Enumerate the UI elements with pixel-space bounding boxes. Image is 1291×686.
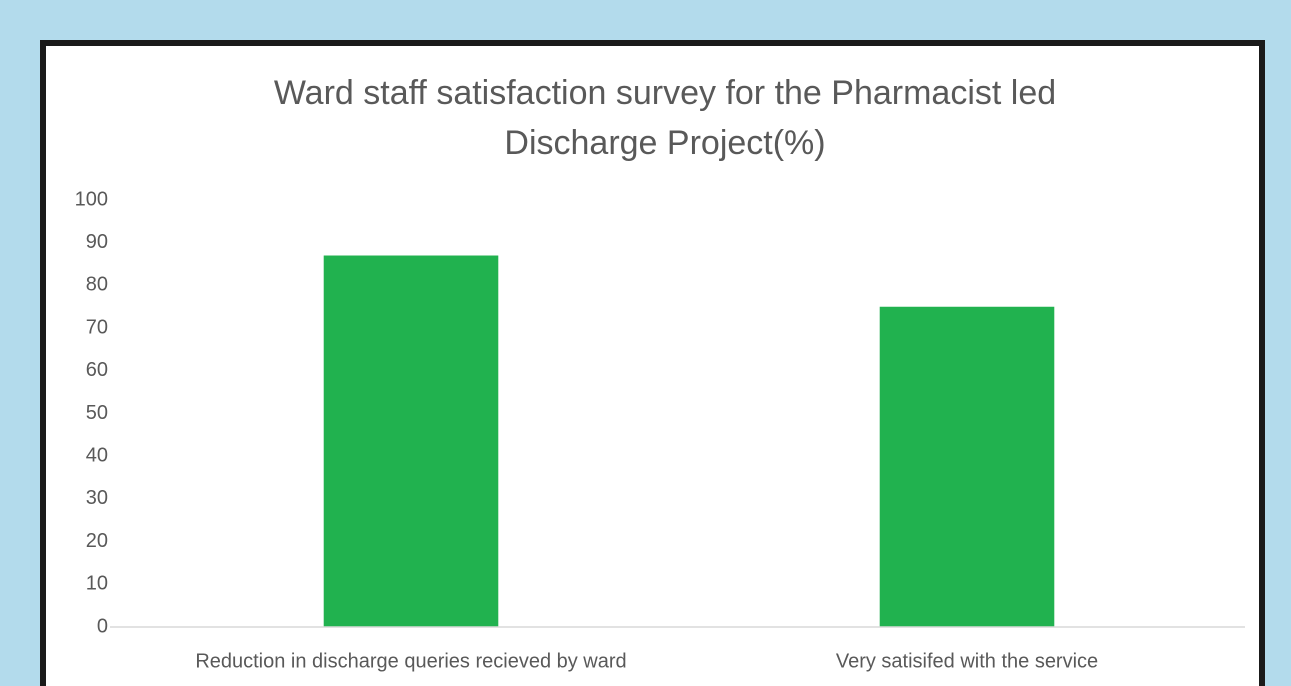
- chart: 0 10 20 30 40 50 60 70 80 90 100 Reduction in disch…: [75, 188, 1245, 672]
- y-tick-label: 70: [86, 316, 108, 338]
- page: {"chart_data": {"type": "bar", "title": …: [40, 40, 1265, 686]
- y-tick-label: 40: [86, 444, 108, 466]
- y-tick-label: 90: [86, 231, 108, 253]
- y-tick-label: 80: [86, 274, 108, 296]
- y-tick-label: 10: [86, 573, 108, 595]
- y-tick-label: 30: [86, 487, 108, 509]
- chart-frame: [40, 40, 1265, 686]
- y-tick-label: 100: [75, 188, 108, 210]
- x-tick-label: Very satisifed with the service: [836, 650, 1098, 672]
- bar: [879, 306, 1055, 627]
- y-tick-label: 50: [86, 402, 108, 424]
- x-tick-label: Reduction in discharge queries recieved …: [195, 650, 626, 672]
- y-tick-label: 0: [97, 615, 108, 637]
- bar: [323, 255, 499, 627]
- y-tick-label: 60: [86, 359, 108, 381]
- y-tick-label: 20: [86, 530, 108, 552]
- chart-title: Ward staff satisfaction survey for the P…: [273, 74, 1057, 162]
